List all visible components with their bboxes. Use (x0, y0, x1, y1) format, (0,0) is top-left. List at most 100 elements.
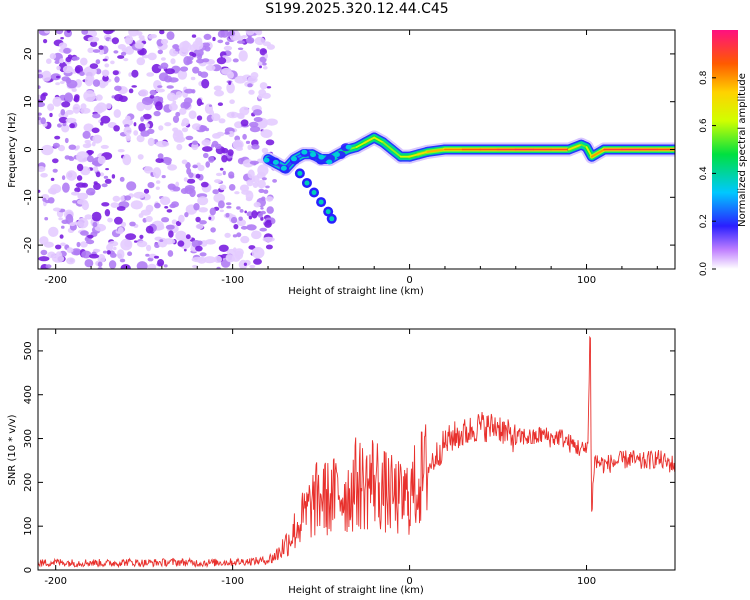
noise-blob (183, 56, 192, 66)
noise-blob (114, 216, 123, 225)
noise-blob (266, 206, 274, 214)
noise-blob (181, 122, 185, 127)
noise-blob (219, 167, 224, 171)
noise-blob (92, 221, 98, 228)
noise-blob (226, 111, 239, 119)
noise-blob (185, 234, 191, 240)
noise-blob (180, 66, 189, 72)
noise-blob (188, 172, 194, 179)
noise-blob (95, 68, 102, 75)
noise-blob (92, 49, 101, 53)
noise-blob (74, 187, 81, 193)
noise-blob (136, 134, 145, 143)
colorbar-tick-label: 0.4 (699, 166, 709, 181)
noise-blob (215, 172, 223, 177)
colorbar-label: Normalized spectral amplitude (737, 73, 748, 227)
noise-blob (196, 58, 205, 64)
noise-blob (192, 140, 198, 145)
noise-blob (62, 65, 73, 74)
noise-blob (211, 113, 221, 121)
noise-blob (50, 190, 57, 195)
noise-blob (210, 227, 216, 233)
noise-blob (83, 90, 96, 102)
noise-blob (185, 135, 194, 141)
noise-blob (272, 179, 277, 183)
noise-blob (62, 122, 67, 127)
ridge-segment (590, 148, 606, 158)
noise-blob (199, 125, 208, 132)
noise-blob (197, 240, 203, 246)
noise-blob (61, 225, 65, 229)
noise-blob (208, 104, 213, 107)
noise-blob (65, 56, 72, 63)
noise-blob (265, 139, 275, 146)
y-tick-label: 100 (23, 517, 34, 536)
noise-blob (120, 51, 127, 56)
noise-blob (84, 81, 92, 85)
noise-blob (90, 41, 98, 47)
noise-blob (138, 89, 149, 97)
ridge-segment (417, 150, 429, 156)
noise-blob (65, 117, 77, 124)
noise-blob (54, 135, 61, 140)
noise-blob (161, 217, 170, 223)
noise-blob (160, 38, 169, 45)
noise-blob (192, 66, 200, 74)
snr-series (38, 335, 675, 569)
noise-blob (52, 254, 65, 263)
noise-blob (208, 216, 212, 220)
noise-blob (147, 137, 155, 147)
noise-blob (250, 230, 262, 240)
noise-blob (80, 230, 89, 236)
noise-blob (222, 55, 228, 58)
noise-blob (124, 35, 134, 45)
noise-blob (104, 209, 111, 217)
noise-blob (229, 99, 235, 104)
noise-blob (264, 220, 272, 228)
noise-blob (221, 67, 232, 75)
noise-blob (68, 144, 77, 150)
noise-blob (80, 107, 91, 114)
noise-blob (42, 92, 48, 97)
noise-blob (84, 214, 93, 220)
noise-blob (153, 110, 161, 117)
noise-blob (228, 81, 232, 85)
noise-blob (262, 41, 271, 47)
noise-blob (205, 239, 216, 245)
noise-blob (46, 58, 52, 64)
noise-blob (102, 58, 108, 62)
noise-blob (116, 206, 126, 211)
noise-blob (236, 206, 241, 210)
noise-blob (238, 216, 243, 221)
noise-blob (75, 66, 81, 74)
noise-blob (80, 57, 88, 66)
noise-blob (251, 210, 258, 219)
noise-blob (247, 76, 258, 83)
noise-blob (143, 166, 154, 174)
noise-blob (190, 76, 196, 81)
x-tick-label: -200 (44, 275, 67, 286)
noise-blob (66, 257, 76, 265)
snr-x-label: Height of straight line (km) (288, 585, 424, 596)
noise-blob (52, 96, 62, 107)
noise-blob (227, 149, 234, 157)
noise-blob (228, 171, 235, 179)
noise-blob (175, 111, 181, 117)
noise-blob (249, 160, 259, 165)
noise-blob (159, 239, 164, 243)
noise-blob (98, 49, 105, 55)
noise-blob (155, 158, 164, 163)
noise-blob (125, 233, 137, 241)
x-tick-label: -100 (221, 275, 244, 286)
noise-blob (38, 116, 41, 121)
noise-blob (134, 240, 138, 243)
noise-blob (76, 163, 84, 172)
noise-blob (97, 254, 106, 263)
noise-blob (165, 68, 175, 75)
noise-blob (107, 217, 113, 223)
noise-blob (232, 139, 244, 150)
noise-blob (94, 223, 107, 232)
noise-blob (172, 100, 177, 105)
noise-blob (109, 252, 117, 258)
